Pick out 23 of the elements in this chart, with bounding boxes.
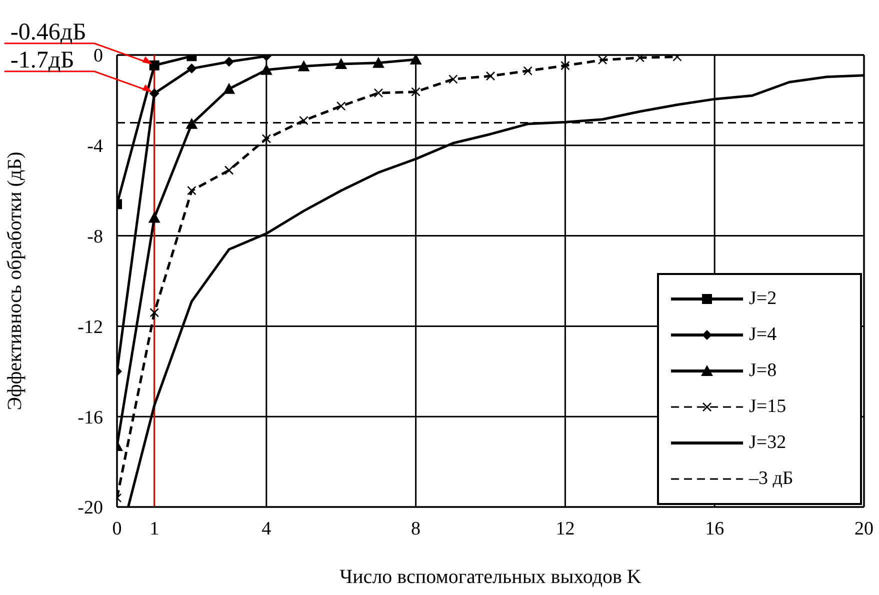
- y-tick-label: -4: [87, 136, 104, 158]
- x-tick-label: 16: [705, 518, 724, 540]
- y-tick-label: -8: [87, 226, 103, 248]
- x-tick-label: 12: [556, 518, 575, 540]
- legend-label: J=4: [749, 324, 777, 346]
- legend-label: J=8: [749, 360, 777, 382]
- y-tick-label: -20: [78, 498, 103, 519]
- annotation: -0.46дБ: [10, 19, 86, 46]
- legend-label: –3 дБ: [749, 468, 794, 490]
- legend-label: J=32: [749, 432, 786, 454]
- x-tick-label: 0: [112, 518, 122, 540]
- x-axis-title: Число вспомогательных выходов K: [340, 566, 642, 588]
- x-tick-label: 1: [150, 518, 160, 540]
- y-tick-label: -16: [78, 407, 103, 428]
- x-tick-label: 4: [262, 518, 272, 540]
- legend-label: J=2: [749, 288, 777, 310]
- annotation: -1.7дБ: [10, 47, 74, 74]
- y-tick-label: 0: [94, 46, 103, 67]
- y-axis-title: Эффективнось обработки (дБ): [4, 152, 26, 410]
- legend-label: J=15: [749, 396, 786, 418]
- y-tick-label: -12: [78, 316, 103, 338]
- x-tick-label: 20: [854, 518, 874, 540]
- x-tick-label: 8: [411, 518, 421, 540]
